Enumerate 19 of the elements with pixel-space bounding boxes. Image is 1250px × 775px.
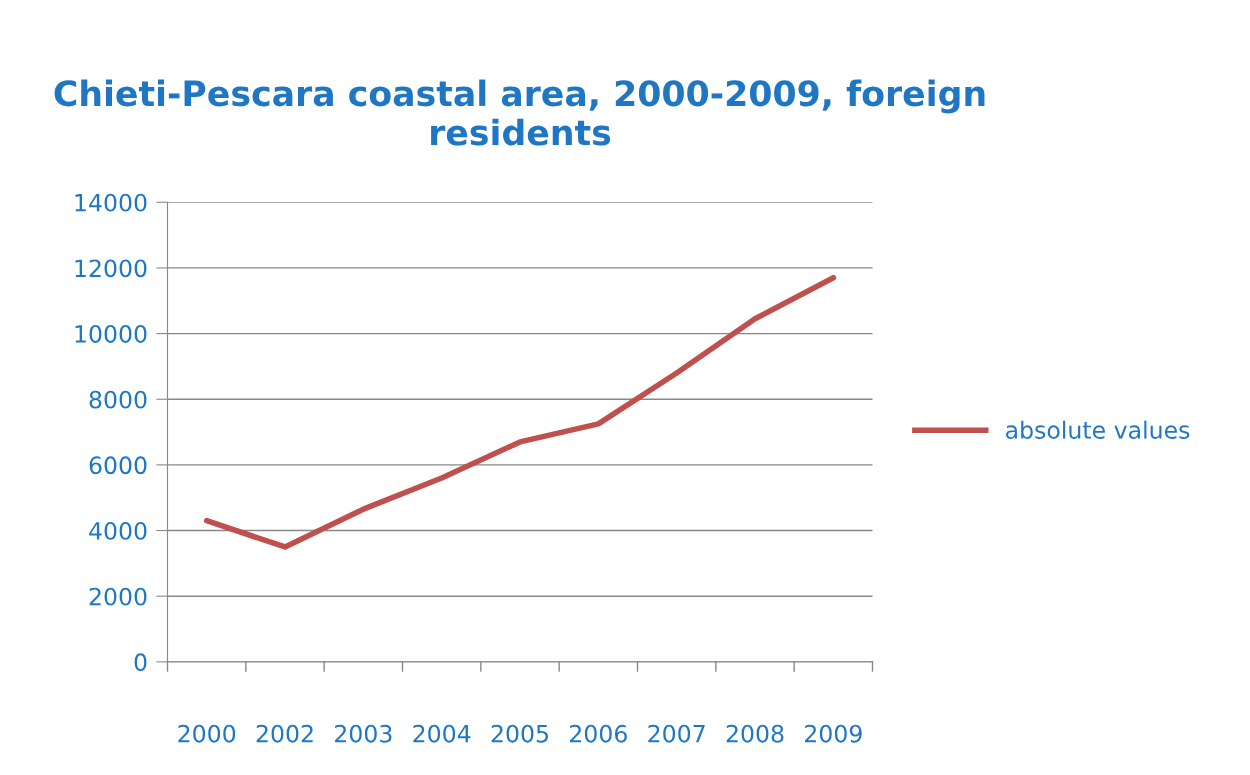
legend-label: absolute values (1006, 420, 1190, 439)
x-tick-label: 2009 (805, 724, 862, 743)
y-tick-label: 14000 (75, 193, 147, 212)
x-tick-label: 2000 (178, 724, 236, 743)
x-tick-label: 2006 (570, 724, 627, 743)
y-tick-label: 4000 (89, 521, 147, 540)
x-tick-label: 2003 (335, 724, 392, 743)
x-tick-label: 2004 (413, 724, 471, 743)
y-tick-label: 0 (134, 653, 147, 672)
y-tick-label: 2000 (89, 587, 147, 606)
y-tick-label: 10000 (75, 325, 147, 343)
x-tick-label: 2008 (726, 724, 784, 743)
y-tick-label: 6000 (89, 456, 147, 475)
x-tick-label: 2002 (256, 724, 313, 743)
x-tick-label: 2005 (491, 724, 548, 743)
x-tick-label: 2007 (648, 724, 705, 743)
y-tick-label: 12000 (75, 259, 147, 278)
chart-title: Chieti-Pescara coastal area, 2000-2009, foreign residents (54, 79, 985, 146)
y-tick-label: 8000 (89, 390, 147, 409)
